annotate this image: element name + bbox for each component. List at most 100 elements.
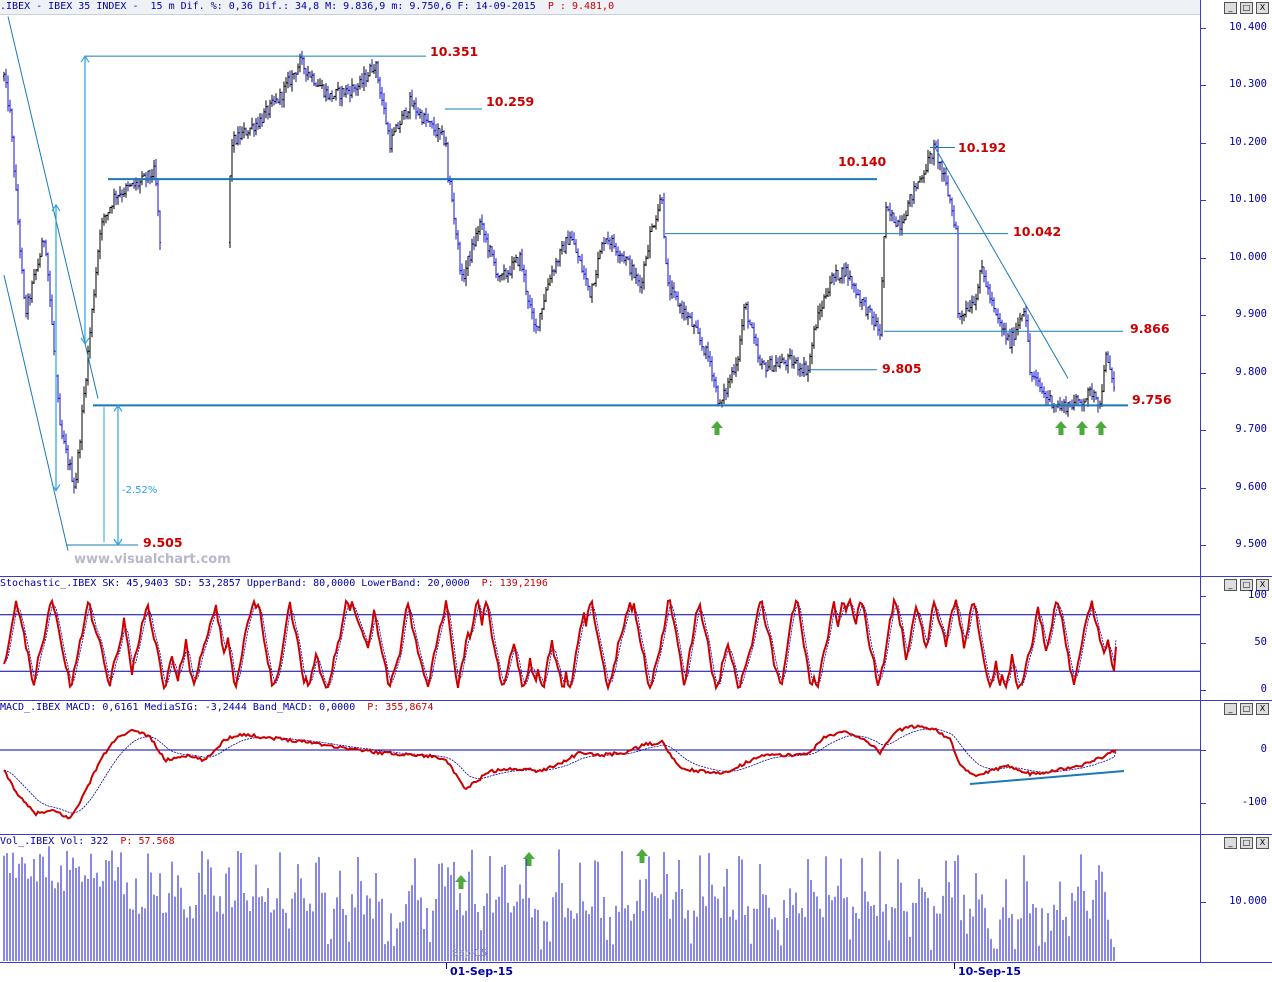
price-tick-label: 9.700 bbox=[1235, 423, 1267, 436]
range-arrow-upper-head-bottom bbox=[80, 337, 90, 346]
watermark: www.visualchart.com bbox=[74, 552, 231, 567]
volume-chart[interactable] bbox=[0, 835, 1200, 963]
date-label-sep-01: 01-Sep-15 bbox=[450, 965, 514, 978]
stoch-tick-label: 0 bbox=[1260, 683, 1267, 695]
stochastic-panel[interactable]: Stochastic_.IBEX SK: 45,9403 SD: 53,2857… bbox=[0, 576, 1200, 701]
minimize-button[interactable]: _ bbox=[1224, 579, 1237, 591]
level-label: 9.866 bbox=[1130, 321, 1170, 336]
date-label-sep-10: 10-Sep-15 bbox=[958, 965, 1022, 978]
date-tick-sep-01 bbox=[446, 963, 447, 969]
level-label: 10.192 bbox=[958, 140, 1006, 155]
macd-line bbox=[3, 724, 1117, 820]
maximize-button[interactable]: □ bbox=[1240, 579, 1253, 591]
close-button[interactable]: X bbox=[1256, 579, 1269, 591]
trend-line-left bbox=[3, 274, 69, 551]
volume-tick-mark bbox=[1201, 902, 1206, 903]
level-label: 9.805 bbox=[882, 361, 922, 376]
macd-panel[interactable]: MACD_.IBEX MACD: 0,6161 MediaSIG: -3,244… bbox=[0, 700, 1200, 835]
level-label: 10.140 bbox=[838, 154, 887, 169]
stochastic-chart[interactable] bbox=[0, 577, 1200, 701]
range-arrow-left-head-bottom bbox=[51, 484, 61, 492]
price-tick-mark bbox=[1201, 85, 1206, 87]
volume-header: Vol_.IBEX Vol: 322 P: 57.568 bbox=[0, 835, 1200, 849]
buy-arrow bbox=[1055, 421, 1067, 435]
price-tick-label: 10.100 bbox=[1229, 193, 1267, 206]
buy-arrow bbox=[1076, 421, 1088, 435]
level-label: 10.259 bbox=[486, 94, 534, 109]
price-tick-label: 10.300 bbox=[1229, 78, 1267, 91]
range-arrow-upper-head-top bbox=[80, 55, 90, 63]
price-tick-label: 9.500 bbox=[1235, 538, 1267, 550]
minimize-button[interactable]: _ bbox=[1224, 703, 1237, 715]
volume-header-p: P: 57.568 bbox=[120, 836, 175, 847]
volume-axis: _ □ X 10.000 bbox=[1200, 834, 1272, 963]
price-tick-mark bbox=[1201, 257, 1206, 259]
date-tick-sep-10 bbox=[954, 963, 955, 969]
macd-header-p: P: 355,8674 bbox=[367, 702, 434, 713]
price-tick-label: 10.400 bbox=[1229, 21, 1267, 33]
maximize-button[interactable]: □ bbox=[1240, 837, 1253, 849]
stoch-tick-mark bbox=[1201, 596, 1206, 597]
date-axis: 01-Sep-15 10-Sep-15 bbox=[0, 962, 1272, 982]
level-label: 9.756 bbox=[1132, 392, 1172, 407]
volume-arrow bbox=[455, 875, 467, 889]
maximize-button[interactable]: □ bbox=[1240, 2, 1253, 14]
price-tick-label: 10.200 bbox=[1229, 135, 1267, 148]
minimize-button[interactable]: _ bbox=[1224, 837, 1237, 849]
price-header: .IBEX - IBEX 35 INDEX - 15 m Dif. %: 0,3… bbox=[0, 0, 1200, 15]
macd-axis: _ □ X 0 -100 bbox=[1200, 700, 1272, 835]
stochastic-header: Stochastic_.IBEX SK: 45,9403 SD: 53,2857… bbox=[0, 577, 1200, 591]
close-button[interactable]: X bbox=[1256, 837, 1269, 849]
level-label: 9.505 bbox=[143, 535, 183, 550]
price-tick-label: 9.900 bbox=[1235, 308, 1267, 321]
price-header-p: P : 9.481,0 bbox=[547, 1, 615, 12]
range-arrow-left-head-top bbox=[51, 203, 61, 212]
close-button[interactable]: X bbox=[1256, 2, 1269, 14]
downtrend-line bbox=[934, 147, 1069, 379]
stoch-tick-mark bbox=[1201, 690, 1206, 691]
macd-tick-label: -100 bbox=[1241, 796, 1267, 808]
price-axis: _ □ X 10.400 10.300 10.200 10.100 10.000 9.90… bbox=[1200, 0, 1272, 576]
close-button[interactable]: X bbox=[1256, 703, 1269, 715]
stochastic-axis: _ □ X 100 50 0 bbox=[1200, 576, 1272, 701]
minimize-button[interactable]: _ bbox=[1224, 2, 1237, 14]
stochastic-header-text: Stochastic_.IBEX SK: 45,9403 SD: 53,2857… bbox=[0, 578, 470, 589]
macd-tick-mark bbox=[1201, 803, 1206, 804]
price-tick-mark bbox=[1201, 315, 1206, 317]
price-tick-mark bbox=[1201, 142, 1206, 144]
stoch-sk-line bbox=[3, 596, 1117, 692]
macd-tick-mark bbox=[1201, 750, 1206, 751]
stoch-tick-label: 100 bbox=[1248, 589, 1267, 601]
price-panel[interactable]: .IBEX - IBEX 35 INDEX - 15 m Dif. %: 0,3… bbox=[0, 0, 1200, 576]
price-tick-mark bbox=[1201, 200, 1206, 202]
price-tick-mark bbox=[1201, 487, 1206, 489]
macd-tick-label: 0 bbox=[1260, 743, 1267, 755]
price-tick-mark bbox=[1201, 545, 1206, 546]
macd-divergence-line bbox=[969, 770, 1125, 785]
stoch-tick-label: 50 bbox=[1254, 636, 1267, 648]
macd-header: MACD_.IBEX MACD: 0,6161 MediaSIG: -3,244… bbox=[0, 701, 1200, 715]
price-tick-mark bbox=[1201, 28, 1206, 29]
price-tick-label: 10.000 bbox=[1229, 250, 1267, 263]
stochastic-window-buttons: _ □ X bbox=[1224, 579, 1269, 591]
month-mark: Sep-15 bbox=[452, 948, 488, 959]
volume-window-buttons: _ □ X bbox=[1224, 837, 1269, 849]
volume-header-text: Vol_.IBEX Vol: 322 bbox=[0, 836, 109, 847]
buy-arrow bbox=[1095, 421, 1107, 435]
volume-arrow bbox=[636, 849, 648, 863]
maximize-button[interactable]: □ bbox=[1240, 703, 1253, 715]
macd-window-buttons: _ □ X bbox=[1224, 703, 1269, 715]
price-tick-mark bbox=[1201, 372, 1206, 374]
volume-panel[interactable]: Vol_.IBEX Vol: 322 P: 57.568 bbox=[0, 834, 1200, 963]
price-tick-label: 9.600 bbox=[1235, 480, 1267, 493]
level-label: 10.042 bbox=[1013, 224, 1061, 239]
macd-header-text: MACD_.IBEX MACD: 0,6161 MediaSIG: -3,244… bbox=[0, 702, 356, 713]
price-header-text: .IBEX - IBEX 35 INDEX - 15 m Dif. %: 0,3… bbox=[0, 1, 536, 12]
macd-chart[interactable] bbox=[0, 701, 1200, 835]
price-chart[interactable]: -2.52% 10.351 10.259 10.140 10.192 10.042 9.86… bbox=[0, 14, 1200, 576]
macd-signal-line bbox=[3, 728, 1117, 814]
volume-arrow bbox=[523, 852, 535, 866]
range-arrow-lower-head-bottom bbox=[113, 538, 123, 547]
downtrend-line-left bbox=[7, 16, 99, 399]
volume-tick-label: 10.000 bbox=[1229, 895, 1267, 907]
